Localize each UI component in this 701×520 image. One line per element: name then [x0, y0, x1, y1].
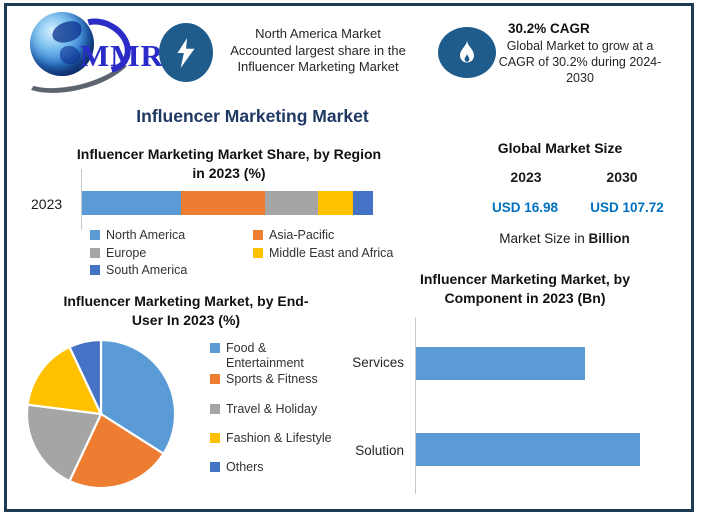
header-highlight-text: North America Market Accounted largest s… — [219, 26, 417, 76]
legend-label-north-america: North America — [106, 228, 186, 242]
legend-label-fashion-lifestyle: Fashion & Lifestyle — [226, 431, 332, 445]
legend-item-travel-holiday: Travel & Holiday — [210, 402, 340, 417]
page-border — [4, 3, 694, 512]
global-market-size-title: Global Market Size — [497, 140, 623, 156]
legend-swatch-food-entertainment — [210, 343, 220, 353]
legend-swatch-north-america — [90, 230, 100, 240]
region-segment-south-america — [352, 191, 373, 215]
legend-item-sports-fitness: Sports & Fitness — [210, 372, 340, 387]
market-size-note-prefix: Market Size in — [499, 231, 585, 246]
lightning-icon — [177, 37, 195, 68]
component-chart-axis — [415, 317, 416, 494]
legend-item-europe: Europe — [90, 246, 240, 261]
flame-icon — [460, 39, 474, 62]
cagr-description: Global Market to grow at a CAGR of 30.2%… — [494, 38, 666, 86]
pie-chart — [25, 338, 177, 490]
legend-item-south-america: South America — [90, 263, 240, 278]
legend-label-others: Others — [226, 460, 264, 474]
legend-label-food-entertainment: Food & Entertainment — [226, 341, 304, 370]
legend-item-middle-east-africa: Middle East and Africa — [253, 246, 423, 261]
globe-icon — [30, 12, 94, 76]
legend-swatch-others — [210, 462, 220, 472]
region-segment-europe — [265, 191, 318, 215]
cagr-headline: 30.2% CAGR — [508, 21, 590, 36]
component-chart-title: Influencer Marketing Market, by Componen… — [419, 271, 631, 306]
region-chart-axis — [81, 169, 82, 230]
market-size-note: Market Size in Billion — [462, 231, 667, 246]
region-stacked-bar — [82, 191, 373, 215]
pie-slice-travel-holiday — [25, 403, 103, 483]
region-segment-middle-east-and-africa — [317, 191, 353, 215]
legend-swatch-travel-holiday — [210, 404, 220, 414]
legend-swatch-middle-east-africa — [253, 248, 263, 258]
market-size-note-unit: Billion — [588, 231, 630, 246]
market-size-value-2023: USD 16.98 — [491, 200, 559, 215]
component-bar-solution-track — [416, 433, 659, 466]
market-size-year-2030: 2030 — [606, 169, 638, 185]
component-label-solution: Solution — [355, 443, 404, 458]
highlight-line-1: North America Market — [255, 26, 381, 41]
flame-badge — [438, 27, 496, 78]
legend-swatch-south-america — [90, 265, 100, 275]
highlight-line-2: Accounted largest share in the — [230, 42, 406, 58]
component-bar-solution — [416, 433, 641, 466]
page-title: Influencer Marketing Market — [136, 106, 369, 126]
region-chart-title: Influencer Marketing Market Share, by Re… — [76, 146, 382, 181]
region-segment-north-america — [82, 191, 181, 215]
legend-label-south-america: South America — [106, 263, 188, 277]
component-bar-services — [416, 347, 585, 380]
logo-text: MMR — [80, 38, 164, 73]
market-size-year-2023: 2023 — [510, 169, 542, 185]
legend-label-asia-pacific: Asia-Pacific — [269, 228, 335, 242]
legend-item-north-america: North America — [90, 228, 240, 243]
cagr-line-1: Global Market to grow at a — [506, 39, 654, 53]
region-category-label: 2023 — [31, 196, 63, 212]
legend-label-europe: Europe — [106, 246, 147, 260]
mmr-logo: MMR — [9, 8, 176, 104]
legend-item-fashion-lifestyle: Fashion & Lifestyle — [210, 431, 340, 446]
legend-label-sports-fitness: Sports & Fitness — [226, 372, 318, 386]
pie-slice-fashion-lifestyle — [26, 345, 103, 416]
legend-label-travel-holiday: Travel & Holiday — [226, 402, 318, 416]
pie-chart-title: Influencer Marketing Market, by End- Use… — [63, 293, 309, 328]
legend-swatch-sports-fitness — [210, 374, 220, 384]
legend-label-middle-east-africa: Middle East and Africa — [269, 246, 394, 260]
region-segment-asia-pacific — [180, 191, 266, 215]
cagr-line-3: 2030 — [566, 71, 594, 85]
legend-swatch-asia-pacific — [253, 230, 263, 240]
highlight-line-3: Influencer Marketing Market — [237, 59, 399, 74]
legend-swatch-fashion-lifestyle — [210, 433, 220, 443]
legend-item-asia-pacific: Asia-Pacific — [253, 228, 413, 243]
legend-item-others: Others — [210, 460, 340, 475]
lightning-badge — [159, 23, 213, 82]
pie-slice-others — [68, 338, 103, 415]
legend-item-food-entertainment: Food & Entertainment — [210, 341, 340, 371]
market-size-value-2030: USD 107.72 — [590, 200, 664, 215]
legend-swatch-europe — [90, 248, 100, 258]
component-bar-services-track — [416, 347, 659, 380]
component-label-services: Services — [352, 355, 404, 370]
cagr-line-2: CAGR of 30.2% during 2024- — [498, 55, 662, 69]
